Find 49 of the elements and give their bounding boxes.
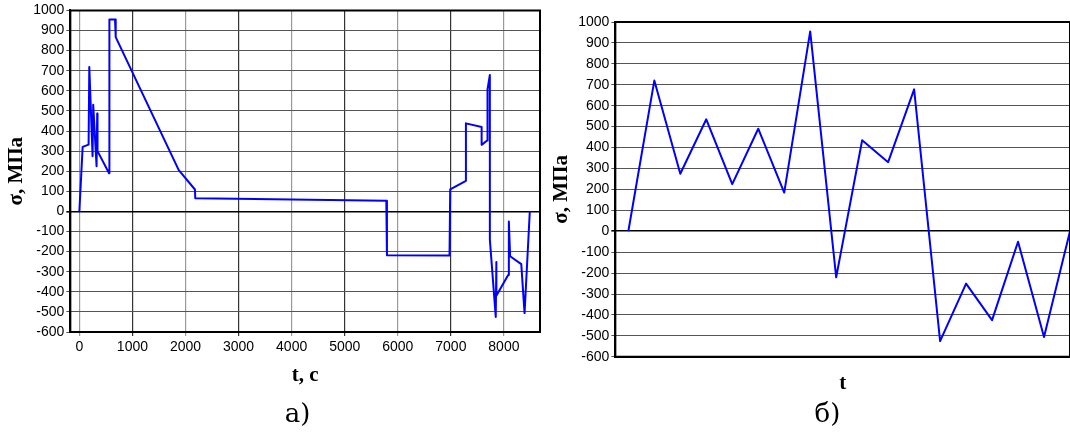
y-tick-label: -600	[36, 322, 65, 339]
x-axis-title: t	[839, 369, 847, 394]
y-tick-label: 900	[585, 33, 610, 50]
y-axis-title: σ, МПа	[3, 136, 28, 206]
x-tick-label: 5000	[329, 338, 361, 355]
text: б)	[813, 398, 842, 428]
x-tick-label: 6000	[382, 338, 414, 355]
y-tick-label: 700	[40, 61, 65, 78]
y-tick-label: 0	[56, 202, 65, 219]
x-tick-label: 3000	[222, 338, 255, 355]
y-tick-label: 700	[585, 75, 610, 92]
y-tick-label: 400	[585, 138, 610, 155]
y-tick-label: -100	[36, 222, 65, 239]
y-tick-label: -300	[581, 284, 610, 301]
y-tick-label: 100	[40, 182, 65, 199]
y-tick-label: 800	[40, 41, 65, 58]
x-tick-label: 4000	[276, 338, 308, 355]
y-tick-label: 200	[585, 180, 610, 197]
y-tick-label: 800	[585, 54, 610, 71]
y-tick-label: 100	[585, 201, 610, 218]
x-tick-label: 7000	[435, 338, 467, 355]
y-tick-label: 1000	[33, 1, 65, 18]
y-tick-label: -100	[581, 243, 610, 260]
y-tick-label: -400	[581, 305, 610, 322]
y-tick-label: 300	[40, 141, 65, 158]
y-tick-label: -200	[36, 242, 65, 259]
y-tick-label: -300	[36, 262, 65, 279]
y-tick-label: 600	[40, 81, 65, 98]
y-tick-label: 900	[40, 21, 65, 38]
x-tick-label: 0	[75, 338, 84, 355]
y-tick-label: 1000	[578, 12, 610, 29]
y-axis-title: σ, МПа	[548, 154, 573, 224]
y-tick-label: 400	[40, 121, 65, 138]
y-tick-label: 500	[40, 101, 65, 118]
y-tick-label: 500	[585, 117, 610, 134]
y-tick-label: 200	[40, 162, 65, 179]
y-tick-label: 600	[585, 96, 610, 113]
y-tick-label: -200	[581, 263, 610, 280]
x-tick-label: 2000	[169, 338, 202, 355]
y-tick-label: -500	[581, 326, 610, 343]
y-tick-label: -500	[36, 302, 65, 319]
y-tick-label: 0	[601, 222, 610, 239]
text: а)	[283, 398, 312, 428]
y-tick-label: -600	[581, 347, 610, 364]
x-tick-label: 1000	[116, 338, 149, 355]
y-tick-label: -400	[36, 282, 65, 299]
x-axis-title: t, с	[291, 361, 319, 386]
y-tick-label: 300	[585, 159, 610, 176]
x-tick-label: 8000	[488, 338, 520, 355]
